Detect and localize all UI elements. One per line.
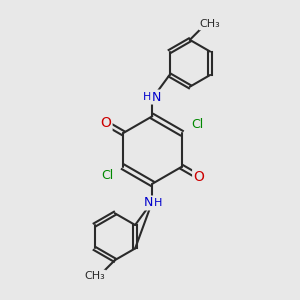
Text: H: H — [154, 198, 162, 208]
Text: O: O — [100, 116, 112, 130]
Text: CH₃: CH₃ — [200, 20, 220, 29]
Text: Cl: Cl — [191, 118, 203, 131]
Text: H: H — [142, 92, 151, 102]
Text: N: N — [152, 91, 161, 103]
Text: N: N — [144, 196, 153, 209]
Text: Cl: Cl — [102, 169, 114, 182]
Text: O: O — [193, 170, 204, 184]
Text: CH₃: CH₃ — [84, 271, 105, 281]
